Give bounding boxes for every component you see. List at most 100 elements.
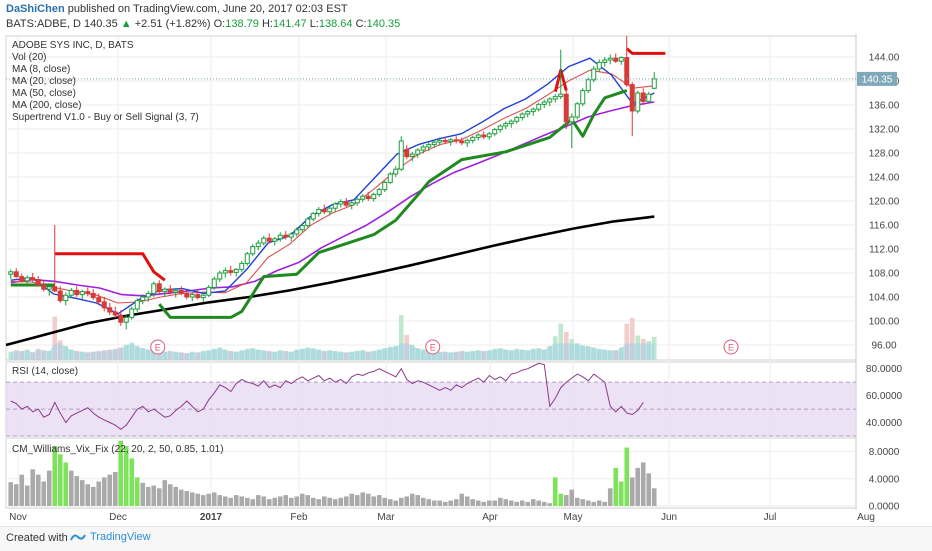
candle-body[interactable] xyxy=(134,300,140,310)
candle-body[interactable] xyxy=(332,203,338,209)
candle-body[interactable] xyxy=(140,296,146,302)
candle-body[interactable] xyxy=(635,92,641,112)
candle-body[interactable] xyxy=(409,153,415,158)
candle-body[interactable] xyxy=(470,136,476,141)
candle-body[interactable] xyxy=(299,225,305,231)
candle-body[interactable] xyxy=(173,289,179,293)
chart-canvas[interactable]: 96.00 100.00 104.00 108.00 112.00 116.00 120.0… xyxy=(0,0,932,526)
candle-body[interactable] xyxy=(563,93,569,123)
candle-body[interactable] xyxy=(629,84,635,112)
candle-body[interactable] xyxy=(79,291,85,296)
candle-body[interactable] xyxy=(63,294,69,302)
candle-body[interactable] xyxy=(442,139,448,143)
candle-body[interactable] xyxy=(492,129,498,135)
candle-body[interactable] xyxy=(13,271,19,278)
author-link[interactable]: DaShiChen xyxy=(6,3,65,15)
candle-body[interactable] xyxy=(376,189,382,195)
candle-body[interactable] xyxy=(464,139,470,144)
candle-body[interactable] xyxy=(96,297,102,303)
candle-body[interactable] xyxy=(310,213,316,220)
candle-body[interactable] xyxy=(239,262,245,270)
earnings-marker[interactable] xyxy=(723,339,739,355)
candle-body[interactable] xyxy=(107,307,113,313)
candle-body[interactable] xyxy=(200,294,206,299)
candle-body[interactable] xyxy=(646,93,652,102)
candle-body[interactable] xyxy=(167,288,173,293)
candle-body[interactable] xyxy=(112,311,118,316)
candle-body[interactable] xyxy=(222,270,228,274)
candle-body[interactable] xyxy=(404,148,410,158)
candle-body[interactable] xyxy=(30,277,36,281)
candle-body[interactable] xyxy=(250,246,256,255)
candle-body[interactable] xyxy=(459,140,465,144)
candle-body[interactable] xyxy=(431,141,437,146)
candle-body[interactable] xyxy=(448,139,454,143)
candle-body[interactable] xyxy=(437,139,443,143)
candle-body[interactable] xyxy=(85,291,91,294)
candle-body[interactable] xyxy=(525,111,531,115)
candle-body[interactable] xyxy=(266,237,272,242)
candle-body[interactable] xyxy=(123,316,129,323)
candle-body[interactable] xyxy=(316,208,322,215)
candle-body[interactable] xyxy=(189,294,195,298)
candle-body[interactable] xyxy=(569,116,575,123)
candle-body[interactable] xyxy=(530,108,536,113)
candle-body[interactable] xyxy=(41,284,47,290)
candle-body[interactable] xyxy=(651,78,657,89)
candle-body[interactable] xyxy=(321,208,327,213)
candle-body[interactable] xyxy=(624,57,630,86)
candle-body[interactable] xyxy=(184,292,190,298)
candle-body[interactable] xyxy=(514,117,520,122)
candle-body[interactable] xyxy=(618,57,624,62)
candle-body[interactable] xyxy=(118,314,124,323)
candle-body[interactable] xyxy=(536,103,542,110)
candle-body[interactable] xyxy=(580,90,586,105)
candle-body[interactable] xyxy=(607,57,613,61)
candle-body[interactable] xyxy=(228,270,234,273)
candle-body[interactable] xyxy=(426,144,432,148)
candle-body[interactable] xyxy=(68,289,74,296)
candle-body[interactable] xyxy=(349,202,355,206)
candle-body[interactable] xyxy=(233,268,239,273)
candle-body[interactable] xyxy=(255,242,261,248)
candle-body[interactable] xyxy=(8,271,14,275)
candle-body[interactable] xyxy=(602,59,608,63)
candle-body[interactable] xyxy=(365,195,371,200)
candle-body[interactable] xyxy=(261,237,267,244)
candle-body[interactable] xyxy=(19,276,25,282)
candle-body[interactable] xyxy=(272,238,278,242)
candle-body[interactable] xyxy=(283,234,289,238)
candle-body[interactable] xyxy=(305,218,311,227)
candle-body[interactable] xyxy=(382,181,388,191)
candle-body[interactable] xyxy=(420,146,426,151)
candle-body[interactable] xyxy=(74,289,80,296)
candle-body[interactable] xyxy=(519,113,525,119)
candle-body[interactable] xyxy=(277,234,283,240)
candle-body[interactable] xyxy=(288,233,294,238)
earnings-marker[interactable] xyxy=(150,339,166,355)
candle-body[interactable] xyxy=(360,195,366,200)
candle-body[interactable] xyxy=(354,198,360,204)
candle-body[interactable] xyxy=(574,103,580,118)
candle-body[interactable] xyxy=(294,229,300,235)
candle-body[interactable] xyxy=(24,277,30,282)
candle-body[interactable] xyxy=(503,123,509,127)
candle-body[interactable] xyxy=(156,283,162,293)
candle-body[interactable] xyxy=(508,120,514,125)
candle-body[interactable] xyxy=(497,125,503,131)
candle-body[interactable] xyxy=(343,201,349,206)
candle-body[interactable] xyxy=(486,133,492,138)
candle-body[interactable] xyxy=(415,149,421,155)
candle-body[interactable] xyxy=(398,140,404,170)
candle-body[interactable] xyxy=(145,292,151,298)
candle-body[interactable] xyxy=(371,193,377,200)
candle-body[interactable] xyxy=(90,292,96,299)
candle-body[interactable] xyxy=(46,286,52,290)
candle-body[interactable] xyxy=(552,96,558,100)
candle-body[interactable] xyxy=(101,301,107,309)
candle-body[interactable] xyxy=(244,253,250,264)
candle-body[interactable] xyxy=(217,272,223,280)
candle-body[interactable] xyxy=(541,101,547,105)
candle-body[interactable] xyxy=(206,286,212,296)
candle-body[interactable] xyxy=(613,57,619,62)
